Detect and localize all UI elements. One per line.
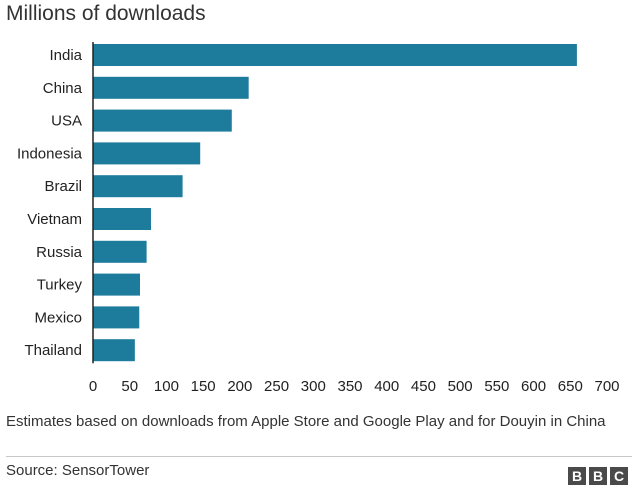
category-label-russia: Russia: [36, 244, 83, 261]
bar-turkey: [93, 273, 140, 296]
category-label-thailand: Thailand: [24, 342, 82, 359]
category-label-turkey: Turkey: [37, 277, 83, 294]
x-tick-label-450: 450: [411, 378, 436, 395]
x-tick-label-250: 250: [264, 378, 289, 395]
category-label-mexico: Mexico: [34, 309, 82, 326]
logo-letter-3: C: [610, 467, 628, 485]
logo-letter-1: B: [568, 467, 586, 485]
x-tick-label-550: 550: [484, 378, 509, 395]
x-tick-label-300: 300: [301, 378, 326, 395]
chart-source: Source: SensorTower: [6, 462, 150, 479]
logo-letter-2: B: [589, 467, 607, 485]
x-tick-label-400: 400: [374, 378, 399, 395]
category-label-usa: USA: [51, 113, 82, 130]
category-label-india: India: [49, 47, 82, 64]
x-tick-label-150: 150: [191, 378, 216, 395]
bar-usa: [93, 109, 232, 132]
bar-india: [93, 44, 577, 66]
x-tick-label-100: 100: [154, 378, 179, 395]
category-label-indonesia: Indonesia: [17, 145, 83, 162]
bar-thailand: [93, 339, 135, 362]
bar-russia: [93, 240, 147, 263]
chart-footnote: Estimates based on downloads from Apple …: [6, 413, 606, 430]
x-tick-label-600: 600: [521, 378, 546, 395]
x-tick-label-700: 700: [594, 378, 619, 395]
bbc-logo: B B C: [568, 467, 628, 485]
x-tick-label-650: 650: [558, 378, 583, 395]
bar-vietnam: [93, 208, 152, 230]
category-label-vietnam: Vietnam: [27, 211, 82, 228]
x-tick-label-0: 0: [89, 378, 97, 395]
chart-title: Millions of downloads: [6, 2, 206, 25]
bar-mexico: [93, 306, 140, 329]
bar-china: [93, 76, 249, 99]
category-label-brazil: Brazil: [44, 178, 82, 195]
bar-indonesia: [93, 142, 201, 165]
x-tick-label-200: 200: [227, 378, 252, 395]
category-label-china: China: [43, 80, 83, 97]
x-tick-label-50: 50: [121, 378, 138, 395]
bar-chart: India China USA Indonesia Brazil Vietnam Russi…: [17, 42, 620, 395]
divider: [6, 456, 632, 457]
bar-brazil: [93, 175, 183, 198]
x-tick-label-500: 500: [448, 378, 473, 395]
x-tick-label-350: 350: [337, 378, 362, 395]
